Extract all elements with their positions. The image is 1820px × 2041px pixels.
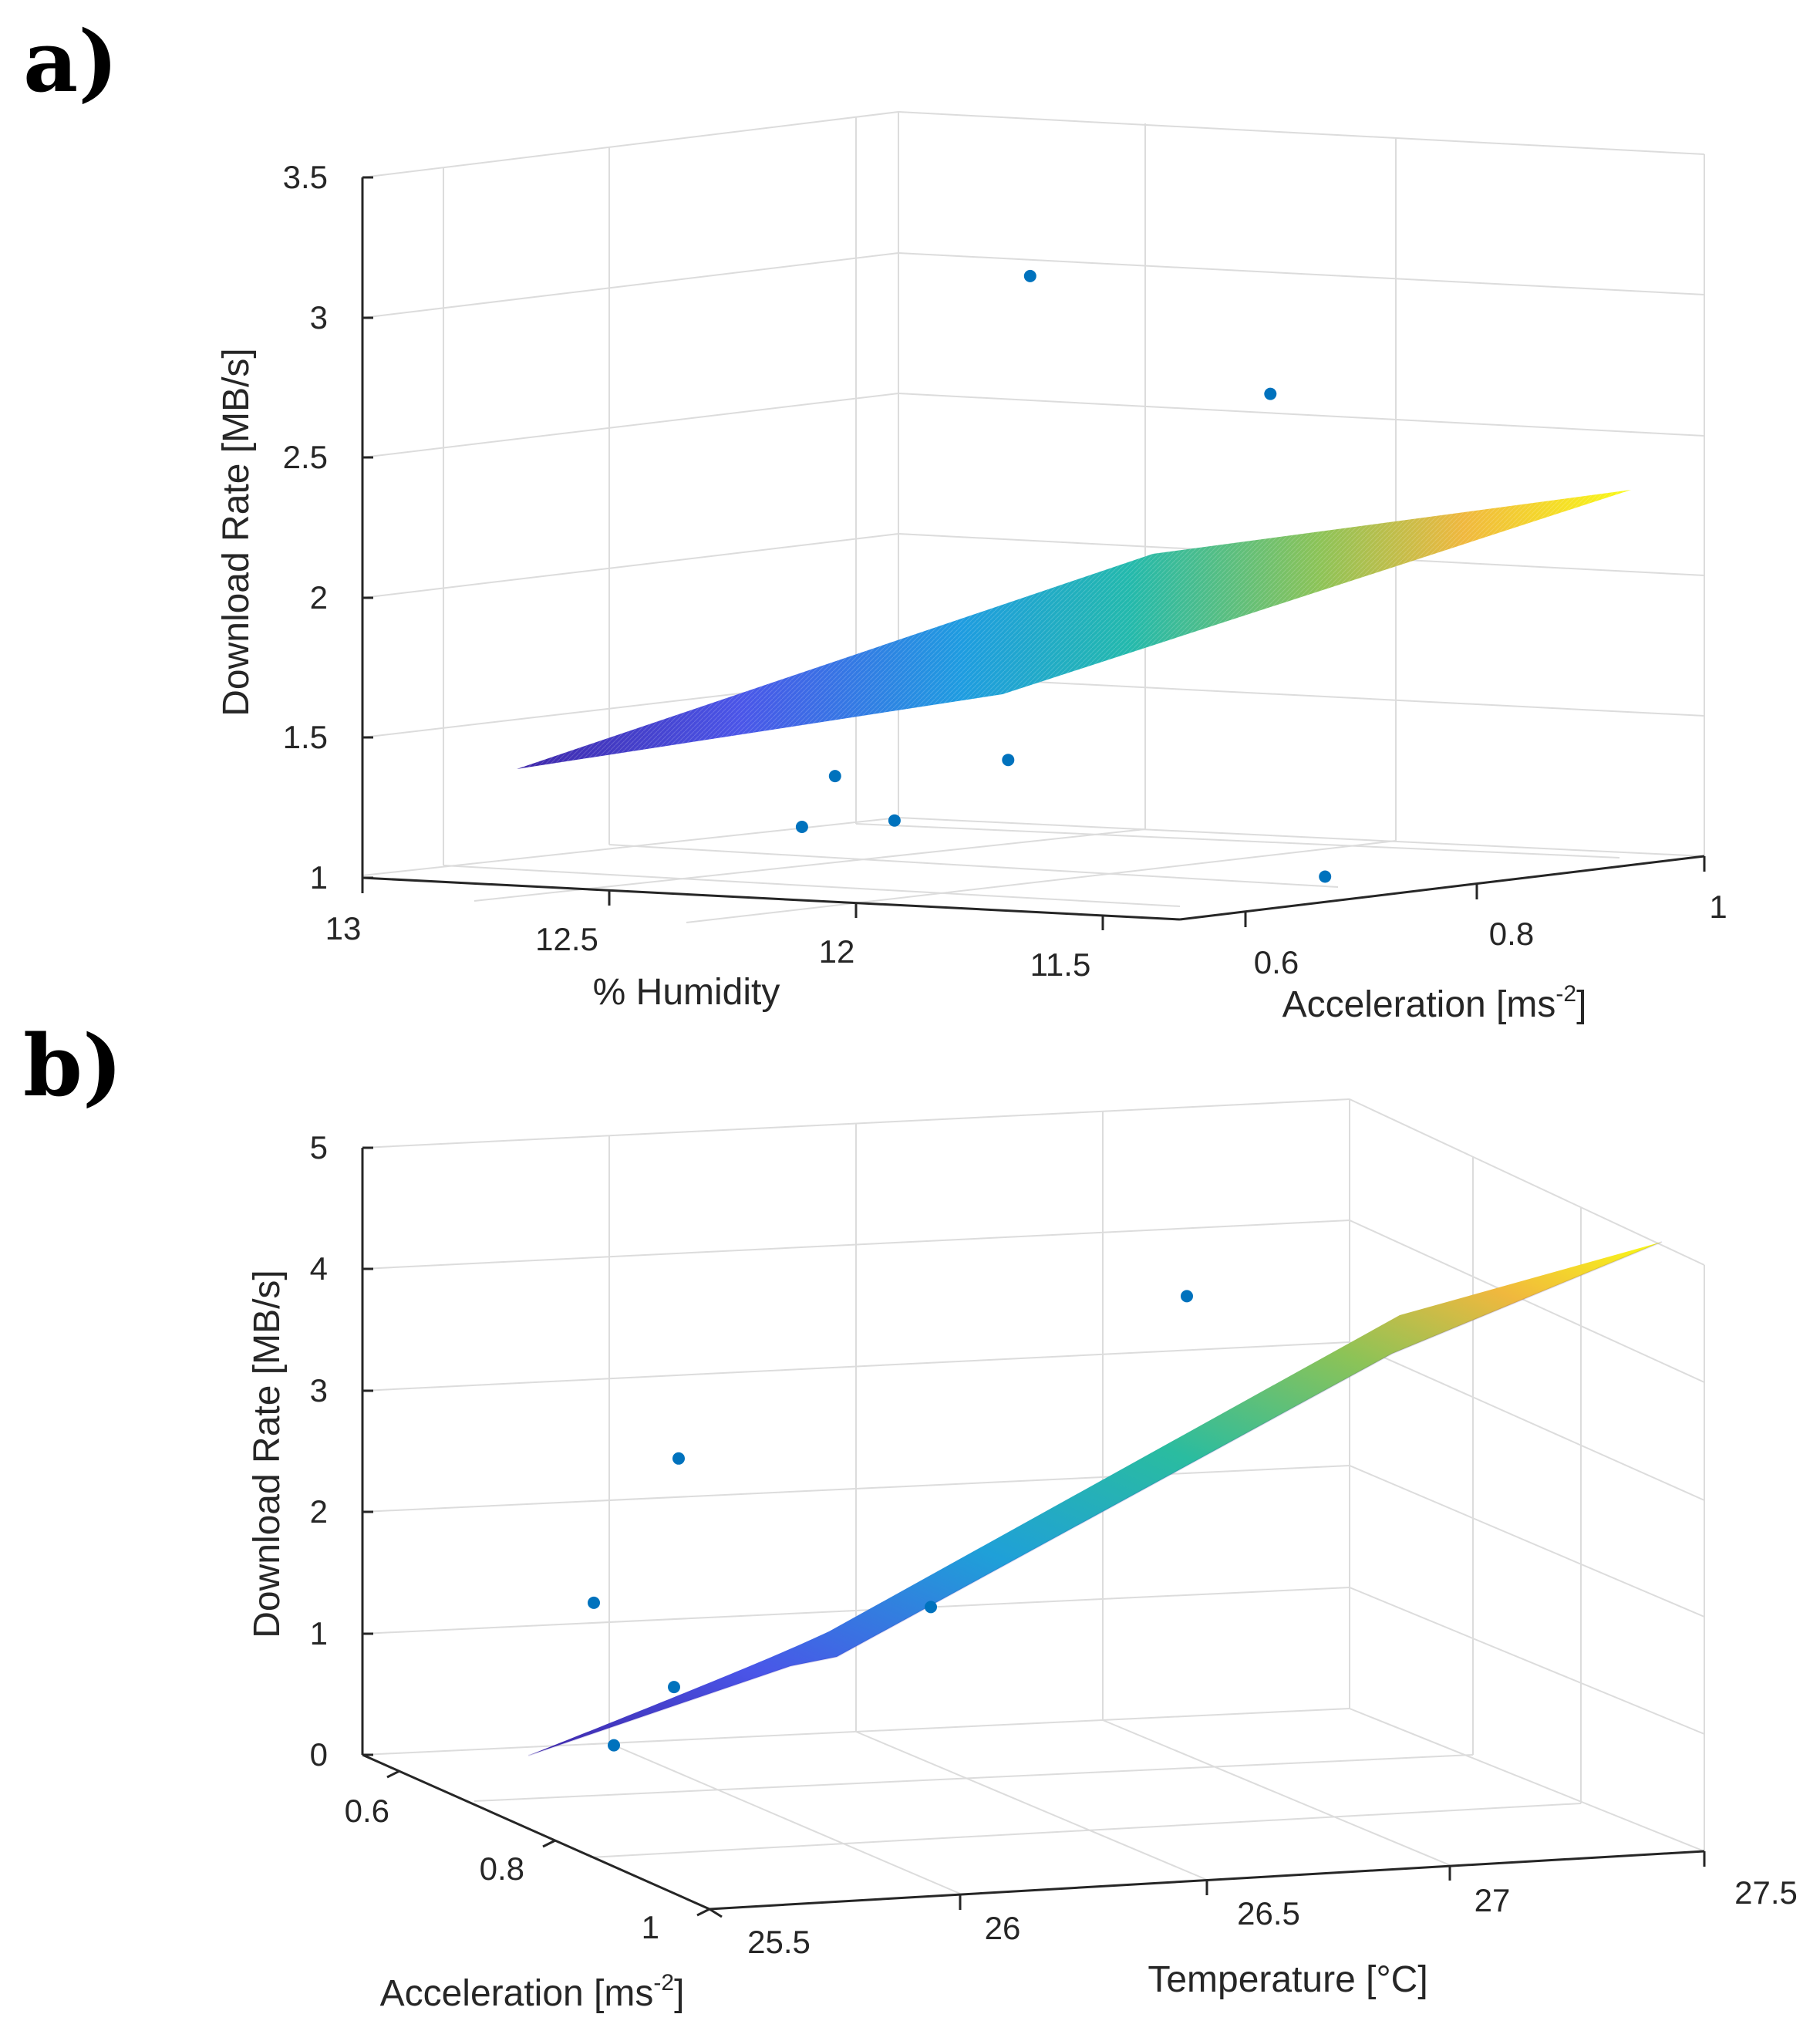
panel-label-a: a) bbox=[23, 12, 118, 111]
chart-a-ytick: 0.6 bbox=[1254, 944, 1299, 980]
chart-a-points bbox=[795, 269, 1332, 883]
chart-b-xlabel: Acceleration [ms-2] bbox=[380, 1970, 685, 2014]
chart-b-surface bbox=[527, 1241, 1663, 1756]
chart-a-point bbox=[1319, 870, 1332, 883]
chart-a-ytick: 1 bbox=[1709, 889, 1727, 925]
chart-b-point bbox=[1181, 1290, 1193, 1303]
chart-b-grid bbox=[362, 1098, 1705, 1910]
chart-a-zlabel: Download Rate [MB/s] bbox=[216, 348, 257, 717]
chart-a-ztick: 3 bbox=[310, 299, 328, 336]
chart-b-zlabel: Download Rate [MB/s] bbox=[247, 1270, 288, 1638]
chart-b-ylabel: Temperature [°C] bbox=[1148, 1959, 1427, 2000]
chart-b-ztick: 4 bbox=[310, 1250, 328, 1287]
chart-b-point bbox=[925, 1601, 937, 1614]
chart-b-ytick: 26.5 bbox=[1237, 1895, 1300, 1931]
chart-a-xticks: 13 12.5 12 11.5 bbox=[325, 910, 1091, 983]
chart-a-grid bbox=[362, 111, 1705, 923]
chart-b-ytick: 26 bbox=[985, 1910, 1021, 1946]
chart-b-ztick: 1 bbox=[310, 1615, 328, 1651]
chart-a-point bbox=[888, 814, 901, 827]
chart-a-yticks: 0.6 0.8 1 bbox=[1254, 889, 1727, 980]
chart-a-point bbox=[1264, 387, 1277, 400]
chart-a-xtick: 12 bbox=[819, 933, 855, 970]
chart-b-ytick: 27.5 bbox=[1734, 1874, 1798, 1911]
chart-b-point bbox=[588, 1596, 600, 1609]
chart-a-xtick: 12.5 bbox=[535, 921, 598, 957]
chart-b-ytick: 27 bbox=[1475, 1882, 1511, 1918]
chart-a: 1 1.5 2 2.5 3 3.5 13 12.5 12 11.5 0.6 0.… bbox=[216, 111, 1727, 1025]
chart-b-points bbox=[588, 1290, 1193, 1752]
chart-a-zticks: 1 1.5 2 2.5 3 3.5 bbox=[283, 159, 328, 896]
chart-b-zticks: 0 1 2 3 4 5 bbox=[310, 1129, 328, 1773]
chart-b-ztick: 0 bbox=[310, 1736, 328, 1773]
chart-b-xtick: 1 bbox=[642, 1909, 659, 1945]
chart-a-ztick: 2.5 bbox=[283, 439, 328, 475]
chart-b-xticks: 0.6 0.8 1 bbox=[345, 1793, 659, 1945]
chart-b-point bbox=[668, 1681, 680, 1694]
chart-a-xlabel: % Humidity bbox=[593, 972, 780, 1013]
chart-a-ztick: 2 bbox=[310, 579, 328, 616]
chart-b-ztick: 2 bbox=[310, 1493, 328, 1530]
chart-b-point bbox=[672, 1452, 685, 1465]
chart-a-axes bbox=[361, 176, 1706, 930]
chart-a-point bbox=[795, 821, 808, 833]
chart-b-xtick: 0.8 bbox=[480, 1850, 524, 1887]
chart-a-ylabel: Acceleration [ms-2] bbox=[1282, 981, 1587, 1025]
chart-a-ytick: 0.8 bbox=[1489, 916, 1534, 952]
chart-b-point bbox=[608, 1739, 620, 1752]
chart-a-ztick: 3.5 bbox=[283, 159, 328, 195]
chart-a-xtick: 11.5 bbox=[1030, 946, 1091, 983]
chart-a-xtick: 13 bbox=[325, 910, 362, 946]
chart-a-point bbox=[1023, 269, 1036, 282]
chart-b-yticks: 25.5 26 26.5 27 27.5 bbox=[747, 1874, 1798, 1960]
chart-b-ztick: 5 bbox=[310, 1129, 328, 1166]
chart-a-ztick: 1.5 bbox=[283, 719, 328, 755]
chart-b-xtick: 0.6 bbox=[345, 1793, 389, 1829]
chart-a-ztick: 1 bbox=[310, 859, 328, 896]
chart-a-surface bbox=[517, 490, 1631, 769]
chart-b-ztick: 3 bbox=[310, 1372, 328, 1408]
panel-label-b: b) bbox=[23, 1016, 123, 1115]
chart-a-point bbox=[828, 770, 841, 783]
chart-b-axes bbox=[361, 1146, 1706, 1918]
chart-b: 0 1 2 3 4 5 0.6 0.8 1 25.5 26 26.5 27 27… bbox=[247, 1098, 1798, 2014]
chart-a-point bbox=[1002, 754, 1015, 767]
chart-b-ytick: 25.5 bbox=[747, 1924, 811, 1960]
